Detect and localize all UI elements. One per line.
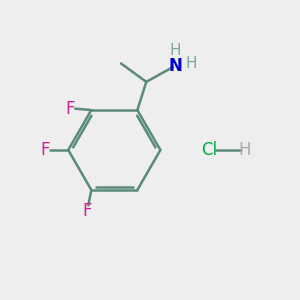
Text: Cl: Cl: [201, 141, 218, 159]
Text: N: N: [169, 56, 182, 74]
Text: F: F: [40, 141, 50, 159]
Text: H: H: [239, 141, 251, 159]
Text: H: H: [170, 43, 181, 58]
Text: H: H: [185, 56, 196, 70]
Text: F: F: [65, 100, 75, 118]
Text: F: F: [82, 202, 92, 220]
